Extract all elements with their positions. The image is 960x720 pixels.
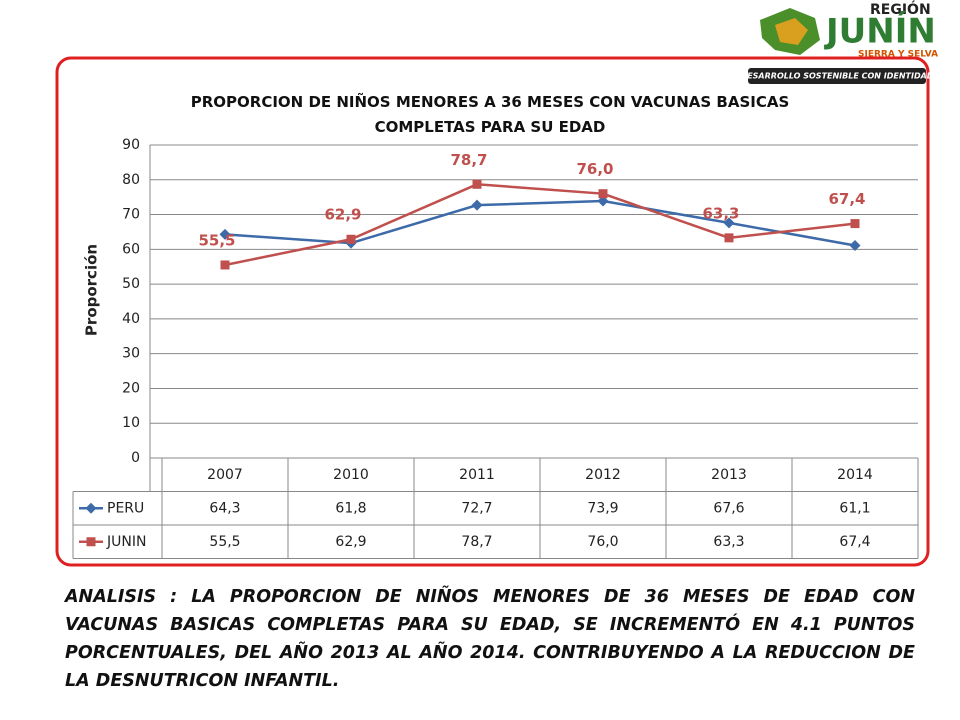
chart-title: PROPORCION DE NIÑOS MENORES A 36 MESES C…: [190, 93, 790, 136]
table-cell: 73,9: [587, 500, 618, 516]
y-axis-label: Proporción: [83, 244, 101, 336]
x-tick-label: 2011: [459, 467, 495, 483]
point: [849, 240, 861, 252]
logo-region: REGIÓN: [870, 0, 931, 18]
y-tick-label: 90: [122, 137, 140, 153]
logo-name: JUNÍN: [824, 11, 936, 52]
y-tick-label: 20: [122, 380, 140, 396]
data-label: 78,7: [450, 151, 487, 169]
legend-label: PERU: [107, 500, 144, 516]
x-tick-label: 2013: [711, 467, 747, 483]
point: [723, 217, 735, 229]
y-tick-label: 10: [122, 415, 140, 431]
table-cell: 67,6: [713, 500, 744, 516]
table-cell: 76,0: [587, 534, 618, 550]
point: [471, 199, 483, 211]
point: [85, 502, 97, 514]
logo: REGIÓN JUNÍN SIERRA Y SELVA DESARROLLO S…: [741, 0, 938, 84]
logo-bar: [748, 68, 926, 84]
y-tick-label: 50: [122, 276, 140, 292]
y-tick-label: 60: [122, 241, 140, 257]
logo-motto: DESARROLLO SOSTENIBLE CON IDENTIDAD: [741, 72, 934, 81]
point: [724, 233, 734, 243]
y-tick-label: 70: [122, 207, 140, 223]
y-tick-label: 0: [131, 450, 140, 466]
table-cell: 72,7: [461, 500, 492, 516]
point: [219, 228, 231, 240]
point: [598, 189, 608, 199]
point: [220, 260, 230, 270]
logo-map-inner: [775, 18, 808, 45]
point: [597, 195, 609, 207]
data-label: 55,5: [198, 231, 235, 249]
table-cell: 64,3: [209, 500, 240, 516]
point: [472, 179, 482, 189]
table-cell: 62,9: [335, 534, 366, 550]
table-cell: 67,4: [839, 534, 870, 550]
series-line: [224, 199, 856, 247]
table-cell: 63,3: [713, 534, 744, 550]
y-tick-label: 30: [122, 346, 140, 362]
legend-label: JUNIN: [106, 534, 146, 550]
series-line: [224, 183, 856, 267]
data-label: 67,4: [828, 190, 865, 208]
table-cell: 61,1: [839, 500, 870, 516]
table-cell: 55,5: [209, 534, 240, 550]
chart-frame: [55, 56, 930, 567]
data-label: 62,9: [324, 206, 361, 224]
x-tick-label: 2007: [207, 467, 243, 483]
y-tick-label: 80: [122, 172, 140, 188]
point: [850, 219, 860, 229]
x-tick-label: 2010: [333, 467, 369, 483]
analysis-text: ANALISIS : LA PROPORCION DE NIÑOS MENORE…: [65, 587, 915, 691]
table-cell: 61,8: [335, 500, 366, 516]
point: [346, 234, 356, 244]
x-tick-label: 2012: [585, 467, 621, 483]
x-tick-label: 2014: [837, 467, 873, 483]
y-tick-label: 40: [122, 311, 140, 327]
logo-tagline: SIERRA Y SELVA: [858, 50, 938, 60]
point: [86, 537, 96, 547]
table-cell: 78,7: [461, 534, 492, 550]
data-label: 63,3: [702, 204, 739, 222]
data-label: 76,0: [576, 160, 613, 178]
